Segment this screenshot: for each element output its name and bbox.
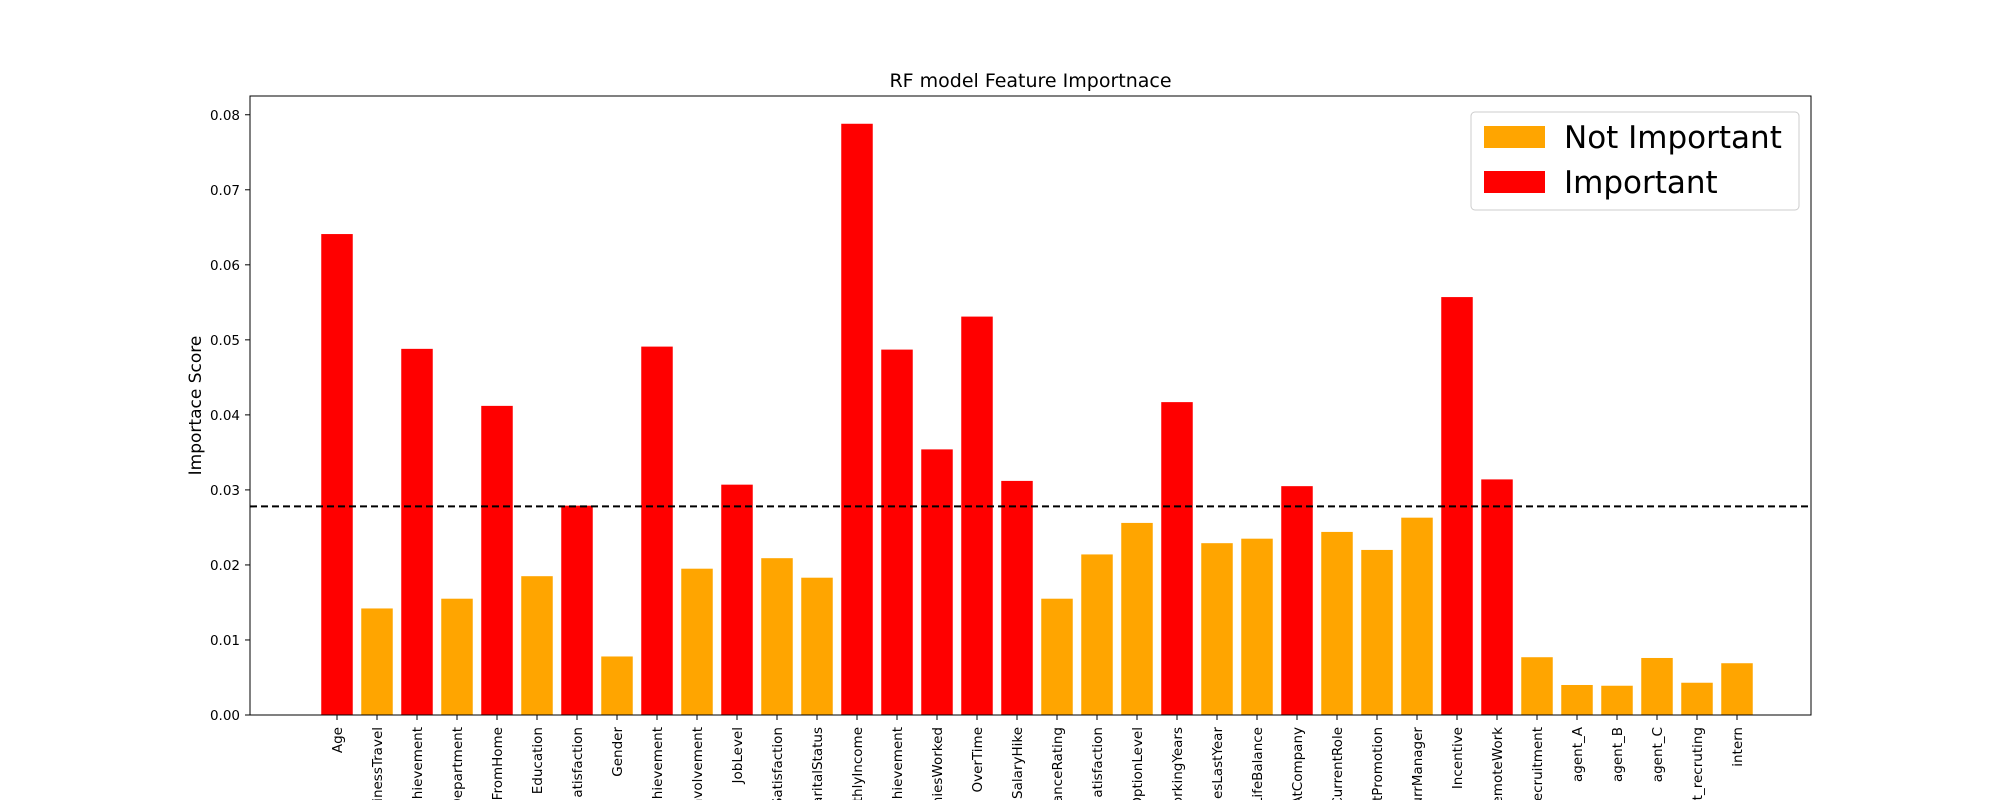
y-tick-label: 0.02	[210, 558, 240, 574]
bars-group	[321, 123, 1753, 715]
x-tick-label: Satisfaction	[770, 727, 786, 800]
x-tick-label: intern	[1730, 727, 1746, 767]
bar-17	[961, 316, 993, 715]
bar-13	[801, 577, 833, 715]
x-tick-label: orkingYears	[1170, 727, 1186, 800]
x-tick-label: aritalStatus	[810, 727, 826, 800]
x-tick-label: nesLastYear	[1210, 727, 1226, 800]
x-tick-label: urrManager	[1410, 727, 1426, 800]
y-tick-label: 0.00	[210, 708, 240, 724]
y-tick-label: 0.01	[210, 633, 240, 649]
bar-36	[1721, 663, 1753, 715]
legend-swatch	[1484, 126, 1545, 148]
y-tick-label: 0.05	[210, 333, 240, 349]
bar-2	[361, 608, 393, 715]
bar-10	[681, 568, 713, 715]
x-tick-label: emoteWork	[1490, 727, 1506, 800]
y-tick-label: 0.04	[210, 408, 240, 424]
x-tick-label: agent_B	[1610, 727, 1626, 782]
x-tick-label: agent_C	[1650, 727, 1666, 782]
bar-26	[1321, 531, 1353, 715]
bar-14	[841, 123, 873, 715]
x-tick-label: anceRating	[1050, 727, 1066, 800]
bar-20	[1081, 554, 1113, 715]
x-tick-label: ecruitment	[1530, 727, 1546, 800]
legend-swatch	[1484, 171, 1545, 193]
bar-7	[561, 505, 593, 715]
x-tick-label: tPromotion	[1370, 727, 1386, 800]
x-tick-label: CurrentRole	[1330, 727, 1346, 800]
bar-11	[721, 484, 753, 715]
legend: Not Important Important	[1470, 111, 1800, 211]
bar-6	[521, 576, 553, 715]
y-tick-label: 0.03	[210, 483, 240, 499]
chart-title: RF model Feature Importnace	[889, 70, 1171, 92]
bar-21	[1121, 522, 1153, 715]
bar-31	[1521, 657, 1553, 715]
x-tick-label: Education	[530, 727, 546, 794]
x-tick-label: Department	[450, 727, 466, 800]
bar-5	[481, 405, 513, 715]
x-tick-label: Gender	[610, 727, 626, 777]
bar-12	[761, 558, 793, 715]
y-axis-label: Importace Score	[186, 336, 206, 476]
bar-27	[1361, 549, 1393, 715]
y-tick-label: 0.06	[210, 258, 240, 274]
x-tick-label: Age	[330, 727, 346, 753]
legend-label: Important	[1564, 165, 1718, 201]
x-tick-label: agent_A	[1570, 726, 1586, 782]
x-tick-label: LifeBalance	[1250, 727, 1266, 800]
x-tick-label: atisfaction	[570, 727, 586, 798]
x-tick-label: OptionLevel	[1130, 727, 1146, 800]
bar-19	[1041, 598, 1073, 715]
plot-frame	[249, 95, 1812, 716]
x-tick-label: inessTravel	[370, 727, 386, 800]
bar-4	[441, 598, 473, 715]
bar-3	[401, 348, 433, 715]
bar-25	[1281, 486, 1313, 715]
bar-15	[881, 349, 913, 715]
x-tick-label: OverTime	[970, 727, 986, 793]
x-axis: Age inessTravel hievement Department FromHom…	[330, 715, 1746, 800]
x-tick-label: Incentive	[1450, 727, 1466, 789]
bar-18	[1001, 480, 1033, 715]
x-tick-label: thlyIncome	[850, 727, 866, 800]
bar-16	[921, 449, 953, 715]
x-tick-label: FromHome	[490, 727, 506, 800]
y-tick-label: 0.08	[210, 108, 240, 124]
x-tick-label: t_recruting	[1690, 727, 1706, 800]
x-tick-label: niesWorked	[930, 727, 946, 800]
bar-33	[1601, 685, 1633, 715]
x-tick-label: hievement	[410, 727, 426, 799]
bar-30	[1481, 479, 1513, 715]
x-tick-label: hievement	[650, 727, 666, 799]
bar-35	[1681, 682, 1713, 715]
x-tick-label: JobLevel	[730, 727, 746, 784]
bar-22	[1161, 402, 1193, 715]
bar-32	[1561, 684, 1593, 715]
x-tick-label: atisfaction	[1090, 727, 1106, 798]
x-tick-label: SalaryHike	[1010, 727, 1026, 799]
legend-box	[1470, 111, 1800, 211]
bar-23	[1201, 543, 1233, 715]
legend-label: Not Important	[1564, 120, 1782, 156]
bar-24	[1241, 538, 1273, 715]
bar-9	[641, 346, 673, 715]
bar-1	[321, 234, 353, 715]
bar-28	[1401, 517, 1433, 715]
x-tick-label: nvolvement	[690, 727, 706, 800]
x-tick-label: hievement	[890, 727, 906, 799]
bar-8	[601, 656, 633, 715]
y-tick-label: 0.07	[210, 183, 240, 199]
bar-29	[1441, 297, 1473, 715]
y-axis: 0.00 0.01 0.02 0.03 0.04 0.05 0.06 0.07 0.08	[210, 108, 250, 724]
x-tick-label: AtCompany	[1290, 727, 1306, 800]
bar-34	[1641, 657, 1673, 715]
